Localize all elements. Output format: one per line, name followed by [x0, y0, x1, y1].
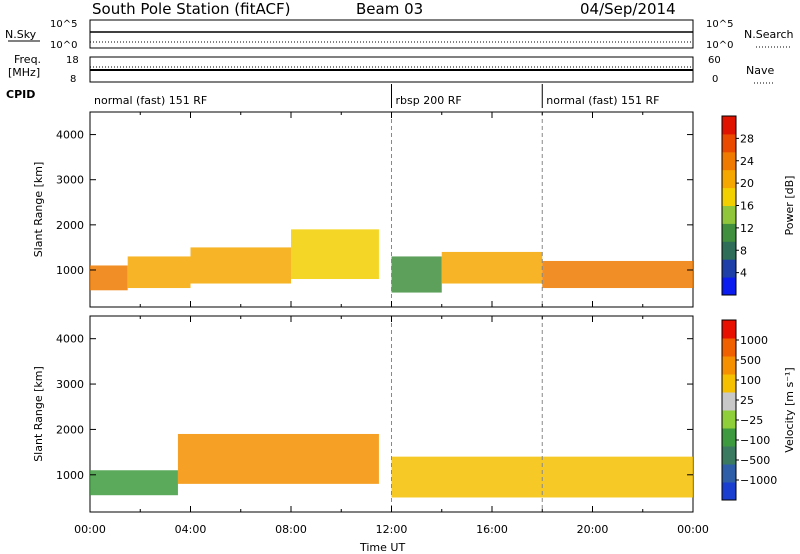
freq-tick-bottom: 8: [70, 74, 76, 85]
cpid-row: normal (fast) 151 RF rbsp 200 RF normal (f…: [94, 84, 660, 108]
cpid-mode-label: normal (fast) 151 RF: [546, 94, 659, 107]
y-axis-label: Slant Range [km]: [32, 366, 45, 462]
y-tick-label: 2000: [56, 219, 84, 232]
data-band: [177, 433, 379, 484]
y-tick-label: 2000: [56, 423, 84, 436]
noise-tick-left-bottom: 10^0: [50, 40, 77, 51]
colorbar-swatch: [722, 464, 736, 483]
colorbar-tick-label: 1000: [740, 334, 768, 347]
noise-tick-left-top: 10^5: [50, 19, 77, 30]
colorbar-tick-label: 8: [740, 244, 747, 257]
y-tick-label: 3000: [56, 378, 84, 391]
colorbar-tick-label: −25: [740, 414, 763, 427]
x-tick-label: 16:00: [476, 523, 508, 536]
freq-tick-top: 18: [66, 55, 79, 66]
colorbar-tick-label: 28: [740, 132, 754, 145]
noise-panel-frame: [89, 19, 694, 49]
cpid-label: CPID: [6, 88, 35, 101]
colorbar-tick-label: −100: [740, 434, 770, 447]
beam-label: Beam 03: [356, 0, 423, 18]
nsearch-label: N.Search: [744, 28, 794, 41]
data-band: [90, 470, 178, 496]
colorbar-swatch: [722, 338, 736, 357]
colorbar-tick-label: 16: [740, 200, 754, 213]
colorbar-swatch: [722, 133, 736, 153]
x-tick-label: 12:00: [376, 523, 408, 536]
nave-tick-bottom: 0: [712, 74, 718, 85]
colorbar-tick-label: 24: [740, 155, 754, 168]
freq-label: Freq.: [14, 53, 41, 66]
x-tick-label: 20:00: [577, 523, 609, 536]
x-axis: 00:00 04:00 08:00 12:00 16:00 20:00 00:00: [74, 523, 709, 536]
cpid-mode-label: normal (fast) 151 RF: [94, 94, 207, 107]
cpid-mode-label: rbsp 200 RF: [396, 94, 462, 107]
colorbar-swatch: [722, 169, 736, 189]
colorbar-swatch: [722, 277, 736, 296]
x-axis-title: Time UT: [359, 541, 405, 554]
freq-unit-label: [MHz]: [8, 66, 40, 79]
colorbar-swatch: [722, 428, 736, 447]
nave-label: Nave: [746, 64, 774, 77]
colorbar-tick-label: 100: [740, 374, 761, 387]
colorbar-swatch: [722, 482, 736, 501]
colorbar-swatch: [722, 410, 736, 429]
colorbar-swatch: [722, 356, 736, 375]
power-panel: 1000 2000 3000 4000 Slant Range [km] 4 8 12 16 20…: [32, 111, 796, 308]
colorbar-swatch: [722, 223, 736, 242]
y-axis-label: Slant Range [km]: [32, 162, 45, 258]
colorbar-swatch: [722, 320, 736, 339]
velocity-panel: 1000 2000 3000 4000 Slant Range [km] 1000 500 1…: [32, 315, 796, 513]
y-tick-label: 1000: [56, 264, 84, 277]
y-tick-label: 1000: [56, 469, 84, 482]
colorbar-tick-label: −500: [740, 454, 770, 467]
x-tick-label: 00:00: [74, 523, 106, 536]
colorbar-tick-label: 25: [740, 394, 754, 407]
data-band: [391, 256, 442, 293]
data-band: [542, 260, 693, 289]
x-tick-label: 00:00: [677, 523, 709, 536]
colorbar-swatch: [722, 392, 736, 411]
data-band: [441, 251, 543, 284]
station-title: South Pole Station (fitACF): [92, 0, 290, 18]
colorbar-swatch: [722, 205, 736, 224]
colorbar-swatch: [722, 151, 736, 171]
colorbar-tick-label: 4: [740, 267, 747, 280]
colorbar-swatch: [722, 446, 736, 465]
noise-tick-right-bottom: 10^0: [706, 40, 733, 51]
nave-tick-top: 60: [708, 55, 721, 66]
x-tick-label: 08:00: [275, 523, 307, 536]
data-band: [90, 265, 128, 291]
date-label: 04/Sep/2014: [580, 0, 676, 18]
data-band: [291, 229, 379, 280]
colorbar-tick-label: 12: [740, 222, 754, 235]
colorbar-frame: [721, 319, 737, 501]
colorbar-label: Power [dB]: [783, 176, 796, 236]
x-tick-label: 04:00: [175, 523, 207, 536]
data-band: [127, 256, 191, 289]
y-tick-label: 3000: [56, 174, 84, 187]
colorbar-tick-label: −1000: [740, 474, 777, 487]
colorbar-label: Velocity [m s⁻¹]: [783, 367, 796, 452]
colorbar-swatch: [722, 116, 736, 135]
colorbar-swatch: [722, 241, 736, 260]
colorbar-swatch: [722, 187, 736, 206]
data-band: [190, 247, 291, 284]
colorbar-tick-label: 20: [740, 177, 754, 190]
nsky-label: N.Sky: [5, 28, 37, 41]
colorbar-swatch: [722, 259, 736, 278]
colorbar-tick-label: 500: [740, 354, 761, 367]
noise-tick-right-top: 10^5: [706, 19, 733, 30]
colorbar-swatch: [722, 374, 736, 393]
y-tick-label: 4000: [56, 129, 84, 142]
y-tick-label: 4000: [56, 333, 84, 346]
